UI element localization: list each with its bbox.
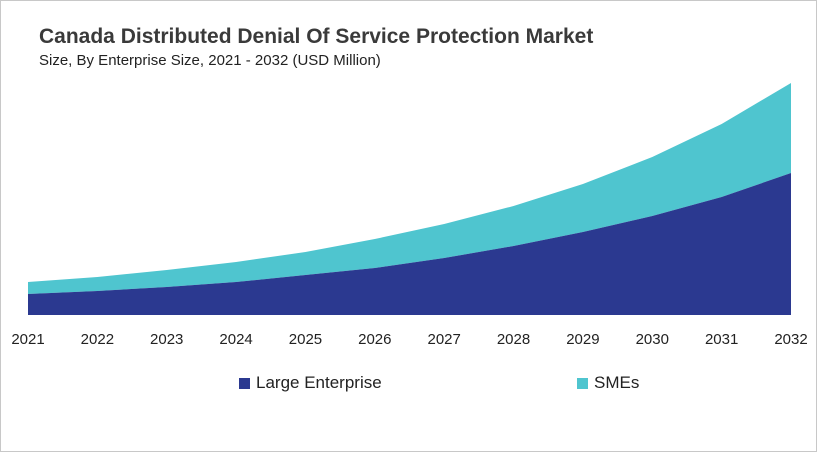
x-tick-label: 2026 bbox=[358, 331, 391, 348]
x-tick-label: 2027 bbox=[427, 331, 460, 348]
x-tick-label: 2030 bbox=[636, 331, 669, 348]
legend-item-large-enterprise: Large Enterprise bbox=[239, 373, 382, 393]
area-series-smes bbox=[28, 83, 791, 294]
x-tick-label: 2025 bbox=[289, 331, 322, 348]
chart-title: Canada Distributed Denial Of Service Pro… bbox=[39, 25, 594, 48]
x-tick-label: 2032 bbox=[774, 331, 807, 348]
x-tick-label: 2029 bbox=[566, 331, 599, 348]
legend-label: SMEs bbox=[594, 373, 640, 392]
legend-swatch bbox=[239, 377, 250, 389]
area-series-large-enterprise bbox=[28, 173, 791, 315]
x-tick-label: 2022 bbox=[81, 331, 114, 348]
legend-label: Large Enterprise bbox=[256, 373, 382, 392]
chart-subtitle: Size, By Enterprise Size, 2021 - 2032 (U… bbox=[39, 52, 381, 69]
x-tick-label: 2031 bbox=[705, 331, 738, 348]
x-tick-label: 2021 bbox=[11, 331, 44, 348]
x-tick-label: 2024 bbox=[219, 331, 252, 348]
x-tick-label: 2028 bbox=[497, 331, 530, 348]
legend-item-smes: SMEs bbox=[577, 373, 639, 393]
legend-swatch bbox=[577, 377, 588, 389]
x-tick-label: 2023 bbox=[150, 331, 183, 348]
